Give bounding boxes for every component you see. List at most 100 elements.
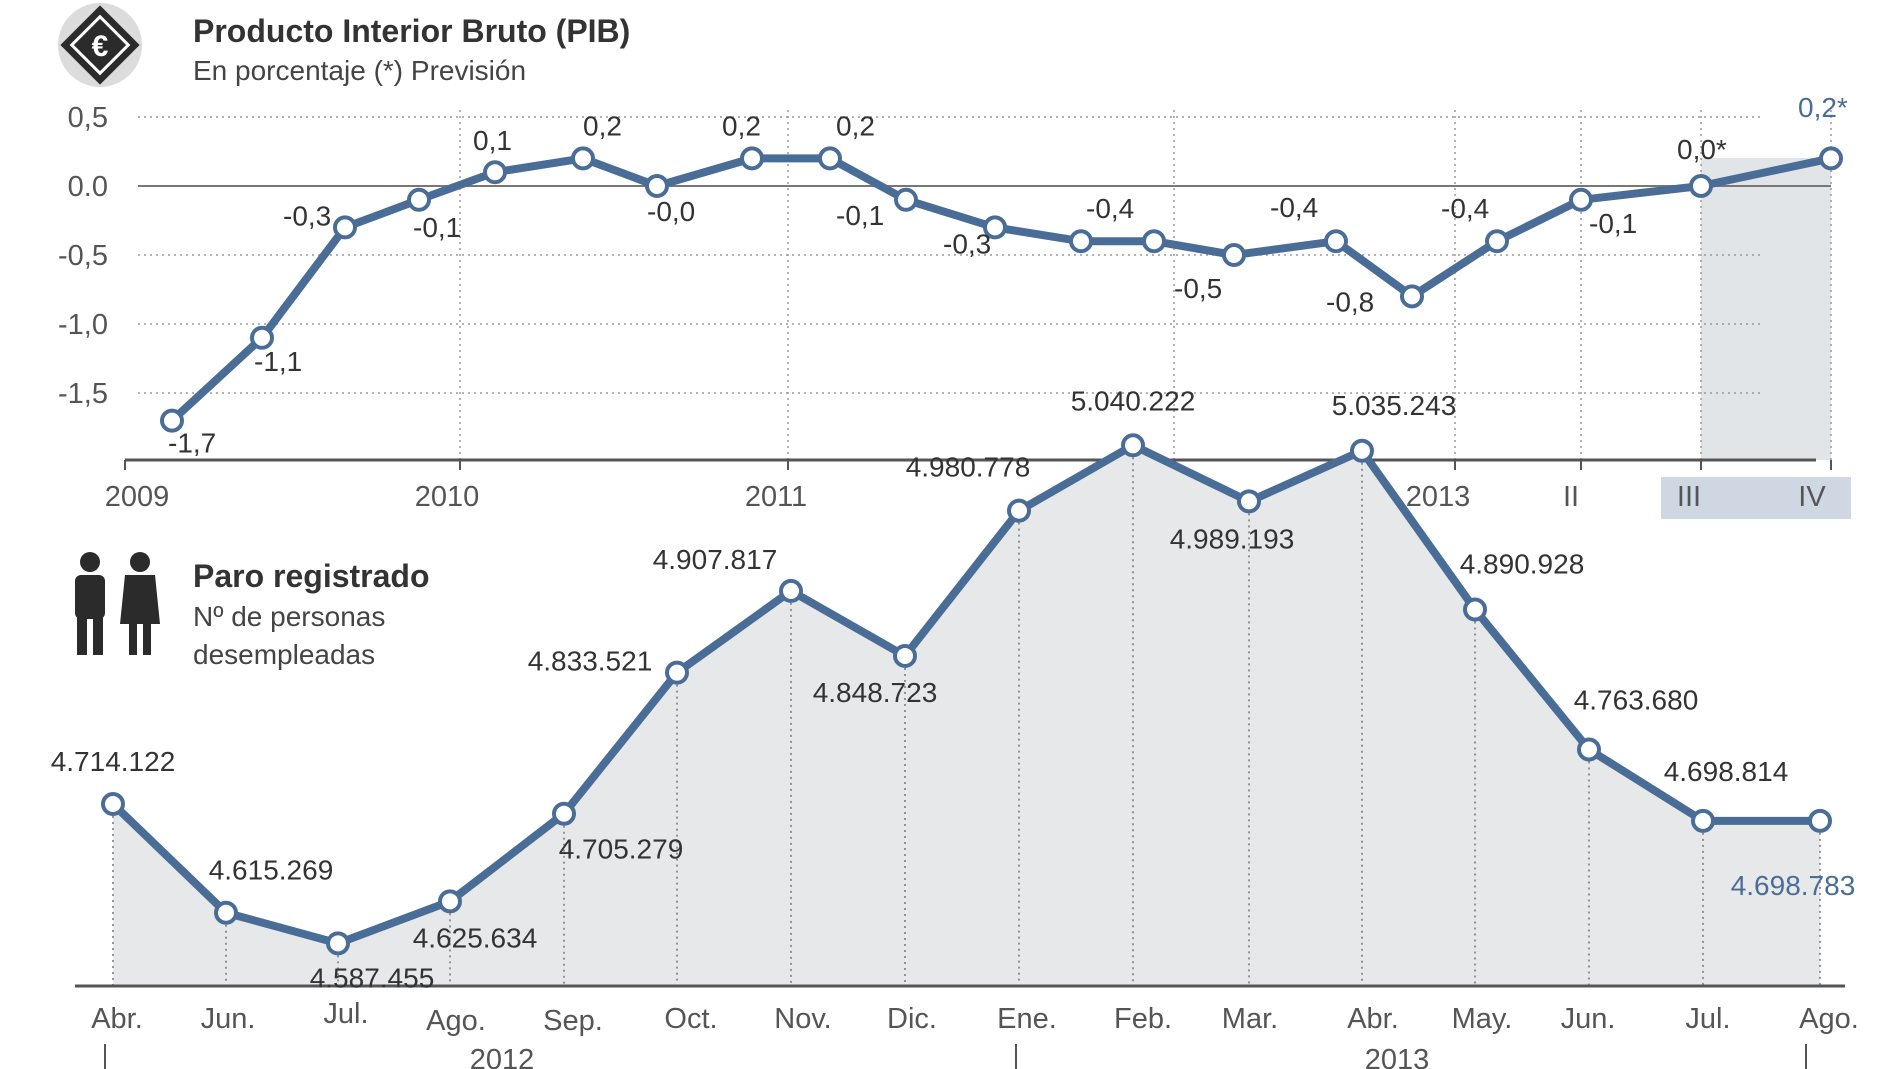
paro-data-label: 4.615.269	[209, 855, 334, 886]
euro-symbol: €	[92, 30, 109, 63]
gdp-data-label: 0,2	[836, 110, 875, 141]
gdp-data-label: -0,5	[1174, 273, 1222, 304]
gdp-point	[1400, 284, 1424, 309]
gdp-data-label: -0,0	[647, 196, 695, 227]
gdp-point	[894, 187, 918, 212]
paro-point	[214, 900, 238, 925]
gdp-data-label: -0,3	[283, 200, 331, 231]
gdp-y-tick-label: -1,5	[58, 378, 108, 410]
paro-x-tick-label: Ene.	[997, 1003, 1057, 1035]
paro-data-label: 4.989.193	[1170, 523, 1295, 554]
gdp-point	[1819, 146, 1843, 171]
gdp-x-tick-label: 2009	[105, 481, 170, 513]
gdp-point	[645, 174, 669, 198]
gdp-data-label: -0,1	[836, 200, 884, 231]
gdp-point	[1142, 229, 1166, 254]
paro-x-tick-label: Jul.	[323, 998, 368, 1030]
paro-data-label: 4.980.778	[906, 452, 1031, 483]
gdp-data-label: -0,4	[1086, 193, 1134, 224]
paro-point	[779, 578, 803, 603]
gdp-data-label: 0,2	[583, 110, 622, 141]
paro-point	[1808, 808, 1832, 833]
gdp-data-label: 0,0*	[1677, 134, 1727, 165]
paro-x-tick-label: Oct.	[664, 1003, 717, 1035]
chart-subtitle-pib: En porcentaje (*) Previsión	[193, 55, 526, 86]
gdp-y-tick-label: 0.0	[68, 171, 108, 203]
gdp-y-tick-label: -0,5	[58, 240, 108, 272]
paro-data-label: 4.763.680	[1574, 684, 1699, 715]
paro-data-label: 4.890.928	[1460, 549, 1585, 580]
paro-point	[1463, 597, 1487, 622]
paro-x-tick-label: Nov.	[774, 1003, 831, 1035]
people-icon-body-2	[120, 575, 160, 624]
gdp-data-label: -0,4	[1441, 193, 1489, 224]
gdp-point	[250, 325, 274, 350]
gdp-point	[818, 146, 842, 171]
paro-data-label: 4.848.723	[813, 677, 938, 708]
paro-data-label: 4.587.455	[310, 962, 435, 993]
paro-data-label: 4.714.122	[51, 746, 176, 777]
paro-point	[1350, 438, 1374, 463]
gdp-point	[983, 215, 1007, 240]
gdp-data-label-highlight: 0,2*	[1798, 92, 1848, 123]
gdp-point	[483, 160, 507, 185]
paro-point	[326, 931, 350, 956]
paro-point	[1121, 433, 1145, 458]
gdp-data-label: -0,3	[943, 228, 991, 259]
gdp-point	[1324, 229, 1348, 254]
chart-subtitle-paro-line2: desempleadas	[193, 639, 375, 670]
paro-year-label: 2013	[1365, 1044, 1430, 1069]
paro-x-tick-label: Ago.	[426, 1005, 486, 1037]
gdp-point	[333, 215, 357, 240]
paro-area	[113, 445, 1820, 986]
gdp-point	[1222, 243, 1246, 267]
paro-x-tick-label: Feb.	[1114, 1003, 1172, 1035]
gdp-x-tick-label: 2010	[415, 481, 480, 513]
paro-point	[101, 792, 125, 816]
people-icon-leg-3	[129, 622, 137, 655]
gdp-data-label: -1,1	[254, 346, 302, 377]
paro-x-tick-label: Mar.	[1222, 1003, 1278, 1035]
gdp-point	[407, 187, 431, 212]
people-icon-leg-1	[77, 617, 87, 655]
paro-data-label: 4.705.279	[559, 834, 684, 865]
paro-point	[1691, 808, 1715, 833]
gdp-y-tick-label: -1,0	[58, 309, 108, 341]
paro-x-tick-label: Jun.	[1561, 1003, 1616, 1035]
paro-point	[438, 889, 462, 914]
paro-point	[893, 643, 917, 668]
gdp-point	[571, 146, 595, 171]
forecast-shade	[1701, 158, 1831, 460]
gdp-x-tick-label: 2013	[1406, 481, 1471, 513]
paro-point	[552, 801, 576, 826]
chart-title-pib: Producto Interior Bruto (PIB)	[193, 13, 630, 49]
gdp-x-tick-label: IV	[1798, 481, 1826, 513]
gdp-data-label: 0,2	[722, 110, 761, 141]
paro-x-tick-label: Dic.	[887, 1003, 937, 1035]
paro-data-label: 5.040.222	[1071, 385, 1196, 416]
gdp-point	[1689, 174, 1713, 198]
gdp-x-tick-label: 2011	[745, 481, 807, 513]
paro-point	[1577, 737, 1601, 762]
paro-data-label: 5.035.243	[1332, 390, 1457, 421]
paro-x-tick-label: Jun.	[201, 1003, 256, 1035]
people-icon-head-2	[130, 552, 150, 572]
paro-x-tick-label: Sep.	[543, 1005, 603, 1037]
paro-point	[1237, 489, 1261, 514]
gdp-data-label: -0,1	[1589, 208, 1637, 239]
paro-point	[1007, 498, 1031, 523]
paro-x-tick-label: Ago.	[1799, 1003, 1859, 1035]
gdp-point	[1069, 229, 1093, 254]
paro-x-tick-label: Jul.	[1685, 1003, 1730, 1035]
paro-x-tick-label: May.	[1452, 1003, 1513, 1035]
gdp-line	[169, 154, 1832, 424]
paro-data-label: 4.625.634	[413, 922, 538, 953]
gdp-point	[160, 408, 184, 433]
paro-x-tick-label: Abr.	[91, 1003, 143, 1035]
gdp-y-tick-label: 0,5	[68, 102, 108, 134]
people-icon-body-1	[75, 575, 105, 619]
gdp-data-label: -1,7	[168, 428, 216, 459]
chart-subtitle-paro-line1: Nº de personas	[193, 601, 385, 632]
gdp-data-label: -0,1	[413, 212, 461, 243]
